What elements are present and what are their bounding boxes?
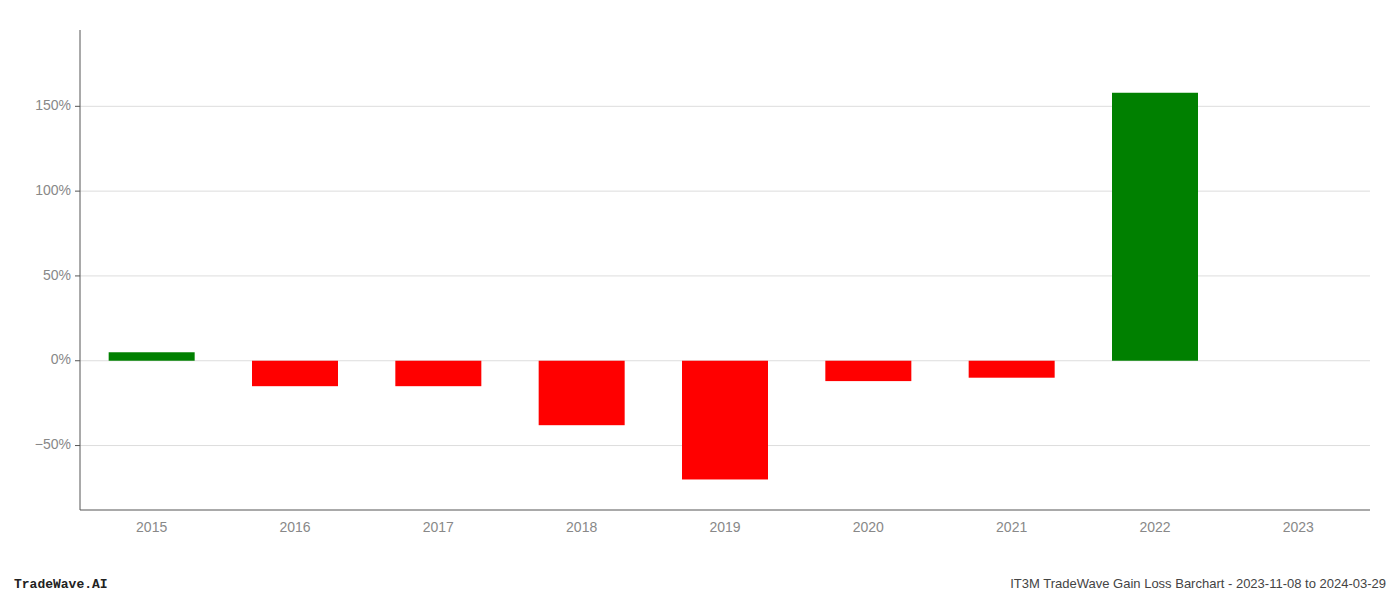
x-tick-label: 2023 xyxy=(1283,519,1314,535)
y-tick-label: 50% xyxy=(43,267,71,283)
x-tick-label: 2016 xyxy=(279,519,310,535)
bar xyxy=(825,361,911,381)
y-tick xyxy=(75,275,80,276)
y-tick-label: 100% xyxy=(35,182,71,198)
y-axis-line xyxy=(80,30,81,510)
x-tick-label: 2015 xyxy=(136,519,167,535)
bar xyxy=(109,352,195,360)
bar xyxy=(1112,93,1198,361)
bar xyxy=(1255,360,1341,361)
x-tick-label: 2017 xyxy=(423,519,454,535)
x-tick-label: 2019 xyxy=(709,519,740,535)
y-tick xyxy=(75,445,80,446)
y-tick xyxy=(75,360,80,361)
chart: −50% 0% 50% 100% 150% 2015 2016 2017 2018 2019 202… xyxy=(0,0,1400,600)
x-tick-label: 2020 xyxy=(853,519,884,535)
footer-right: IT3M TradeWave Gain Loss Barchart - 2023… xyxy=(1010,576,1386,591)
y-tick xyxy=(75,106,80,107)
bar xyxy=(539,361,625,425)
y-tick-label: −50% xyxy=(35,436,71,452)
y-tick-label: 150% xyxy=(35,97,71,113)
y-tick xyxy=(75,191,80,192)
bar xyxy=(252,361,338,386)
footer-left: TradeWave.AI xyxy=(14,577,108,592)
x-tick-label: 2022 xyxy=(1139,519,1170,535)
bar xyxy=(969,361,1055,378)
bar xyxy=(682,361,768,480)
y-tick-label: 0% xyxy=(51,351,71,367)
x-axis-line xyxy=(80,510,1370,511)
chart-container: −50% 0% 50% 100% 150% 2015 2016 2017 2018 2019 202… xyxy=(0,0,1400,600)
bars xyxy=(109,93,1198,480)
x-tick-label: 2018 xyxy=(566,519,597,535)
bar xyxy=(395,361,481,386)
x-tick-label: 2021 xyxy=(996,519,1027,535)
axes: −50% 0% 50% 100% 150% 2015 2016 2017 2018 2019 202… xyxy=(35,30,1370,535)
